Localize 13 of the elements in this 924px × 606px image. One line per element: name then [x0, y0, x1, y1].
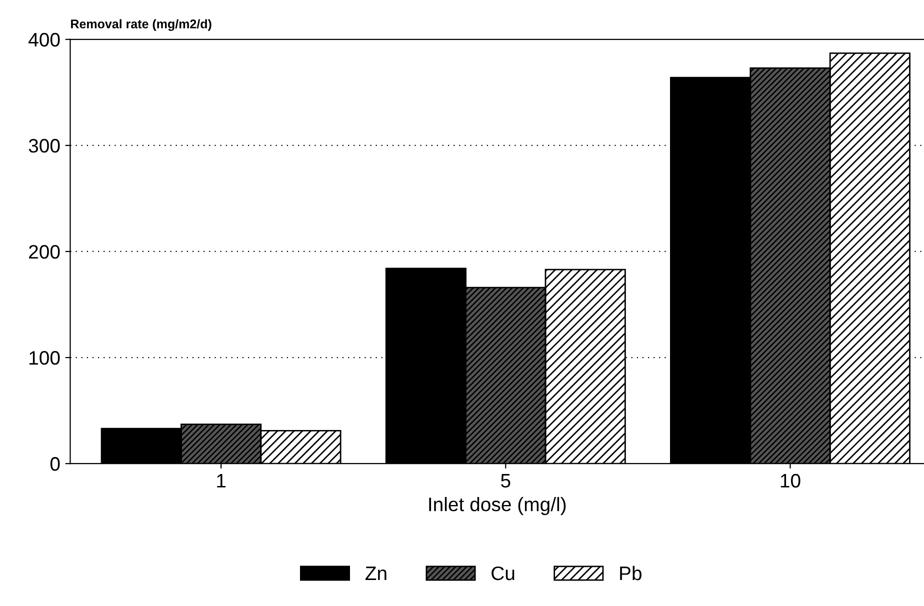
legend-label: Pb: [620, 566, 642, 580]
y-tick-label: 200: [29, 244, 60, 259]
y-axis-title: Removal rate (mg/m2/d): [71, 19, 212, 31]
y-tick-label: 0: [50, 457, 60, 471]
y-tick-label: 400: [28, 32, 60, 47]
x-axis-title: Inlet dose (mg/l): [429, 496, 566, 516]
y-tick-label: 100: [30, 351, 60, 365]
x-tick-label: 1: [217, 474, 226, 488]
legend-label: Zn: [365, 566, 386, 580]
legend-label: Cu: [492, 566, 514, 580]
x-tick-label: 5: [501, 474, 510, 488]
x-tick-label: 10: [780, 474, 800, 488]
y-tick-label: 300: [28, 138, 60, 153]
